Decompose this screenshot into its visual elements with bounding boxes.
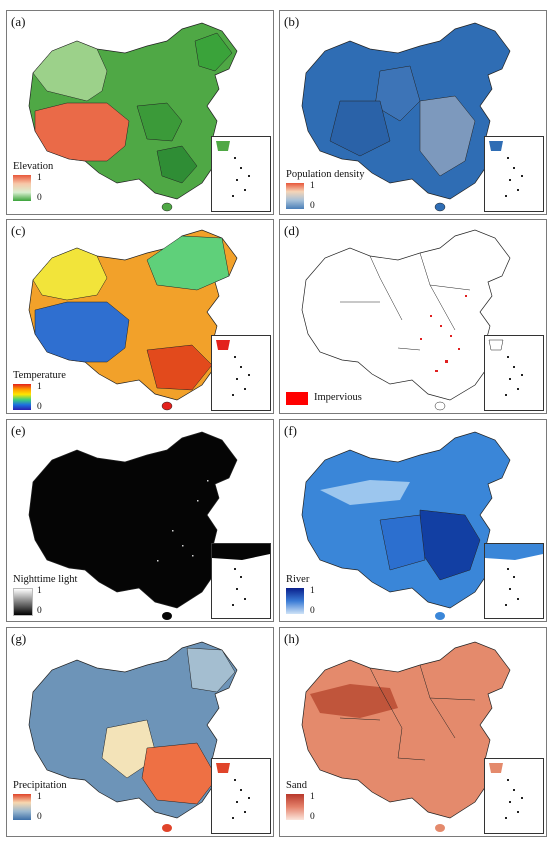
china-map-river [301,431,511,620]
legend-colorbar [13,384,31,410]
legend-min: 0 [37,812,42,822]
south-china-sea-inset [484,543,544,619]
china-map-temperature [28,229,238,411]
legend-title: Precipitation [13,780,67,791]
china-map-population [301,22,511,212]
legend-colorbar [286,794,304,820]
legend-title: River [286,574,310,585]
legend-max: 1 [310,586,315,596]
legend-title: Temperature [13,370,66,381]
legend-title: Nighttime light [13,574,78,585]
legend: Temperature 1 0 [13,370,66,412]
panel-b: (b) Population density 1 0 [279,10,547,215]
china-map-nighttime-light [28,431,238,620]
panel-label: (a) [11,14,26,29]
legend-min: 0 [310,812,315,822]
panel-label: (h) [284,631,300,646]
legend-title: Sand [286,780,307,791]
south-china-sea-inset [211,136,271,212]
panel-f: (f) River 1 0 [279,419,547,622]
legend-min: 0 [310,201,315,211]
legend-title: Elevation [13,161,54,172]
south-china-sea-inset [211,543,271,619]
south-china-sea-inset [484,758,544,834]
panel-label: (c) [11,223,26,238]
china-map-elevation [28,22,238,212]
panel-a: (a) Elevation 1 0 [6,10,274,215]
china-map-precipitation [28,641,238,832]
panel-e: (e) Nighttime light 1 0 [6,419,274,622]
legend-title: Impervious [314,392,362,403]
panel-d: (d) Impervious [279,219,547,414]
legend: Precipitation 1 0 [13,780,67,822]
legend-colorbar [286,588,304,614]
legend-colorbar [286,183,304,209]
legend-max: 1 [37,173,42,183]
legend-colorbar [13,175,31,201]
legend: Sand 1 0 [286,780,315,822]
panel-g: (g) Precipitation 1 0 [6,627,274,837]
legend-swatch [286,392,308,405]
legend-min: 0 [37,606,42,616]
legend-title: Population density [286,169,365,180]
china-map-sand [301,641,511,832]
legend-colorbar [13,588,33,616]
legend-max: 1 [310,181,315,191]
legend: Elevation 1 0 [13,161,54,203]
south-china-sea-inset [211,758,271,834]
legend-min: 0 [37,402,42,412]
legend: River 1 0 [286,574,315,616]
legend: Nighttime light 1 0 [13,574,78,616]
legend-min: 0 [310,606,315,616]
legend-max: 1 [37,586,42,596]
panel-h: (h) Sand 1 0 [279,627,547,837]
panel-c: (c) Temperature 1 0 [6,219,274,414]
legend-max: 1 [37,792,42,802]
legend-max: 1 [37,382,42,392]
legend-max: 1 [310,792,315,802]
panel-label: (f) [284,423,297,438]
panel-label: (d) [284,223,300,238]
legend: Population density 1 0 [286,169,365,211]
panel-label: (g) [11,631,27,646]
legend-min: 0 [37,193,42,203]
south-china-sea-inset [484,335,544,411]
legend-colorbar [13,794,31,820]
panel-label: (b) [284,14,300,29]
china-map-impervious [301,229,511,411]
south-china-sea-inset [484,136,544,212]
panel-label: (e) [11,423,26,438]
south-china-sea-inset [211,335,271,411]
